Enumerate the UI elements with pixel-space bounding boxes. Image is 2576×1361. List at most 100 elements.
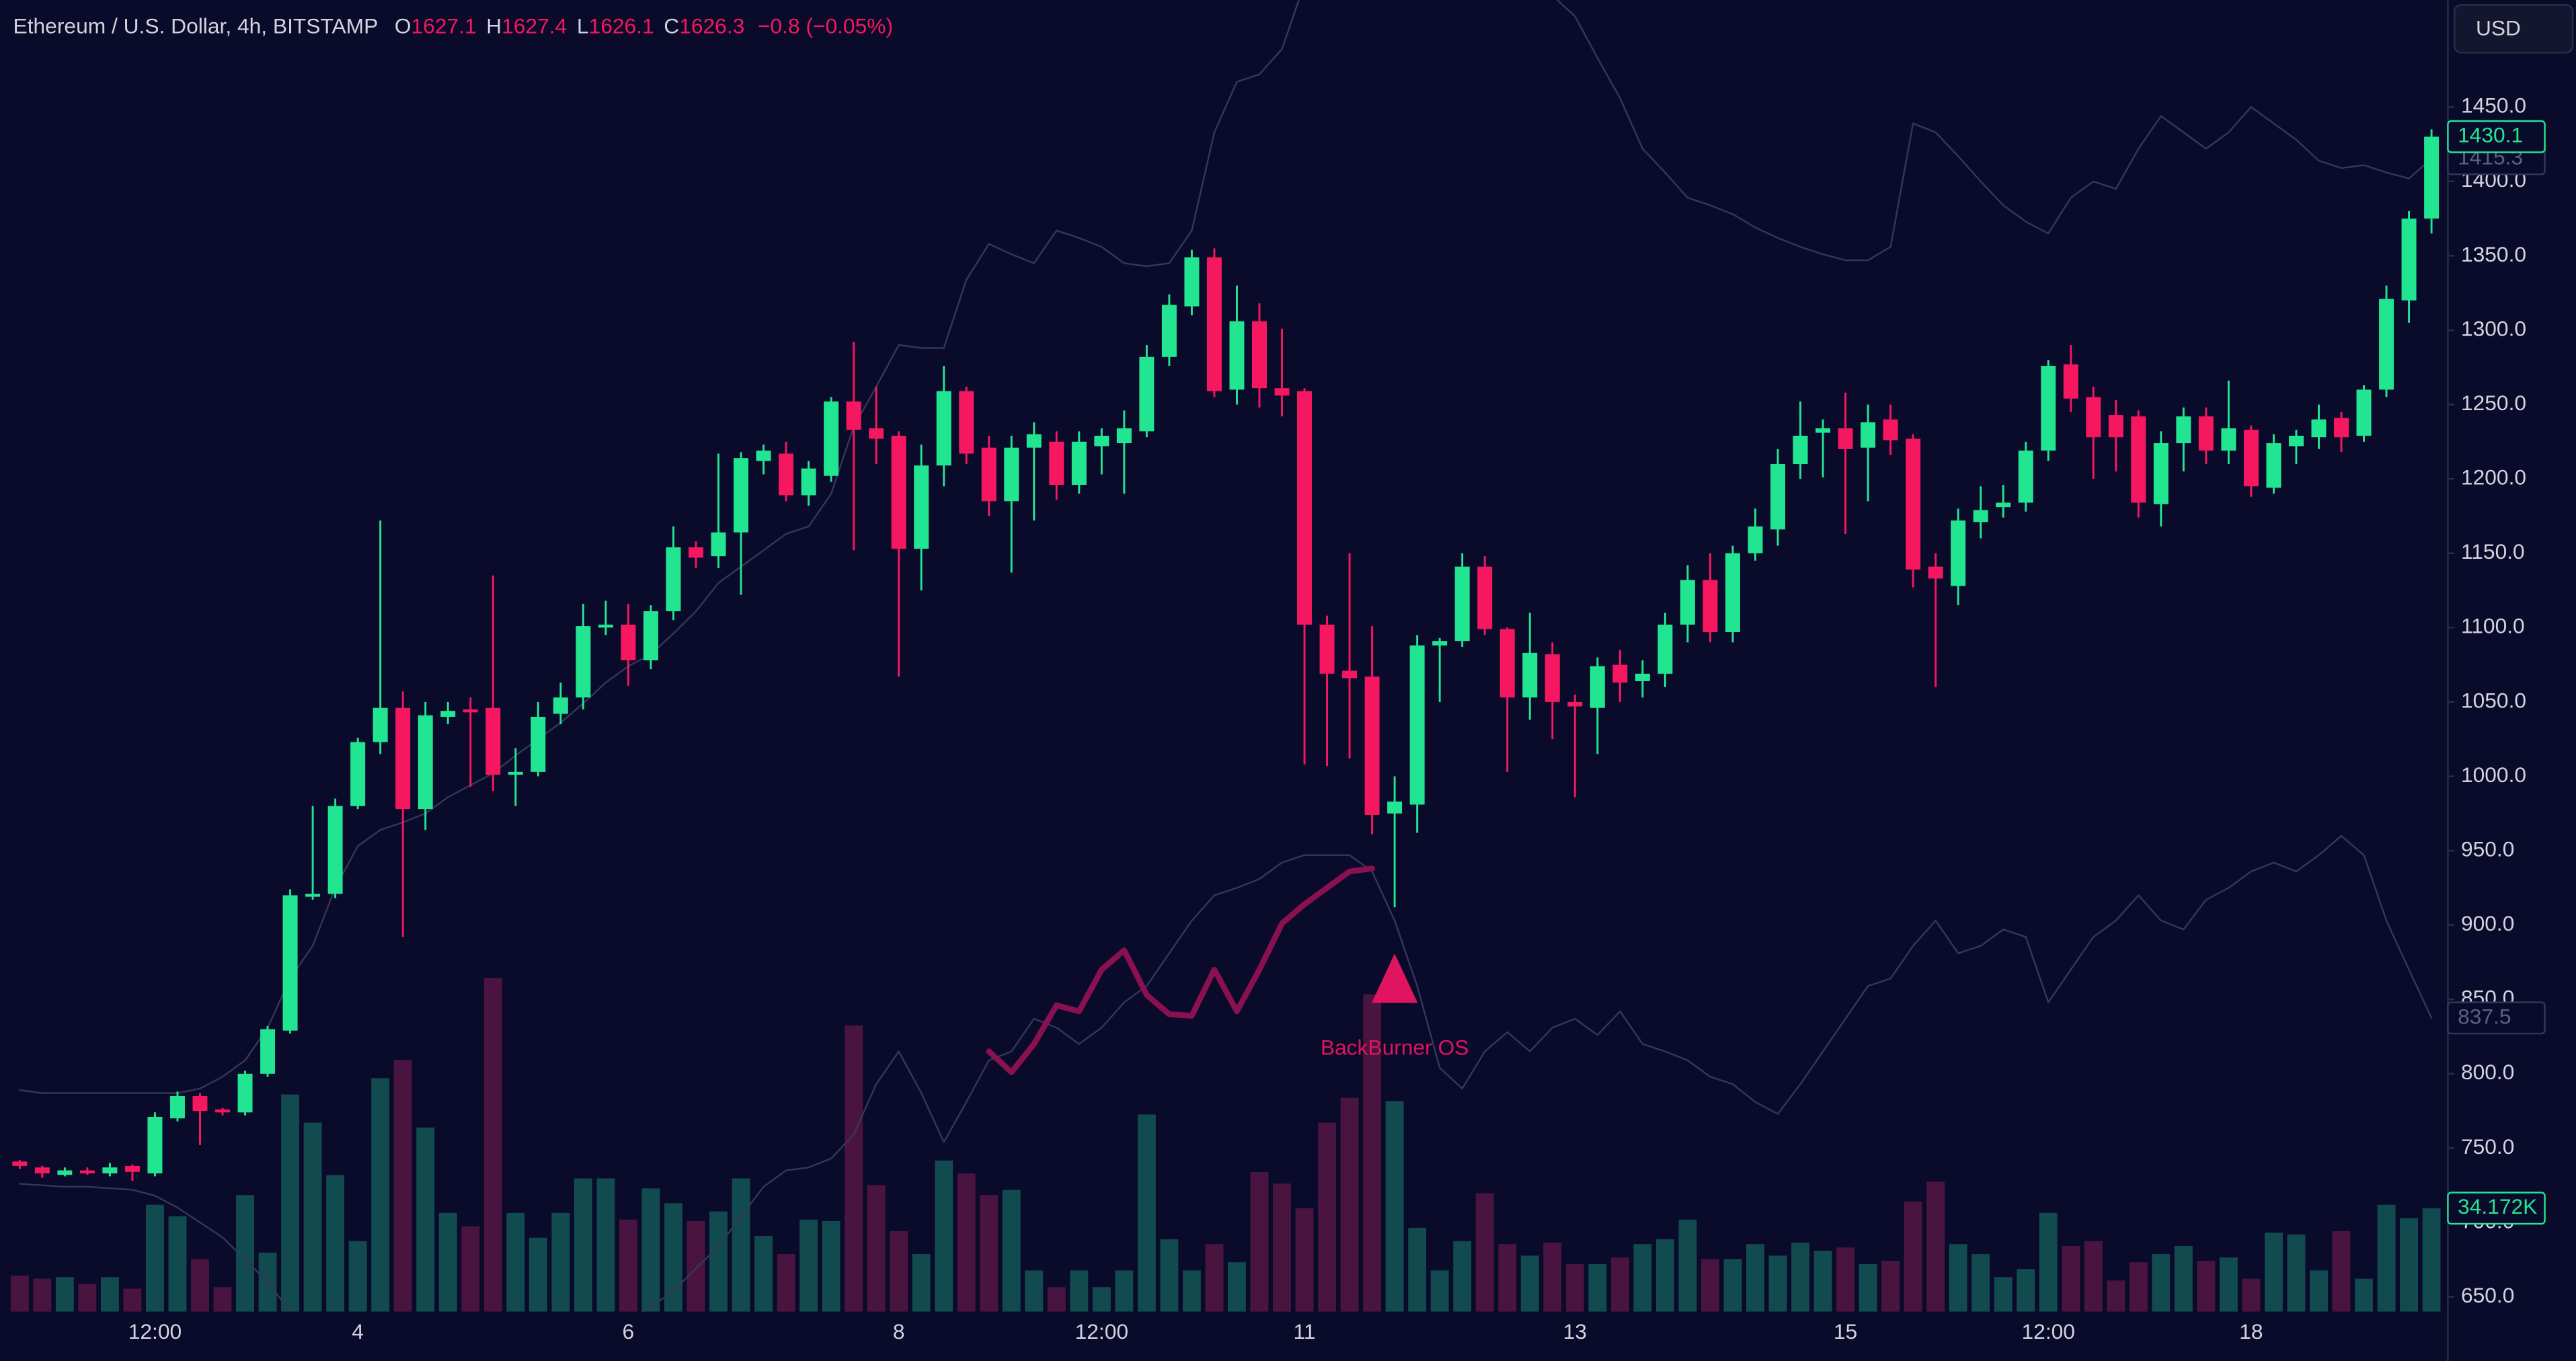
volume-bar — [1610, 1257, 1629, 1312]
volume-bar — [1565, 1263, 1584, 1312]
candle-body — [846, 401, 861, 430]
volume-bar — [709, 1211, 728, 1312]
overlay-last-value-bg — [2447, 1001, 2546, 1035]
volume-bar — [100, 1277, 119, 1312]
candle-body — [2221, 428, 2236, 451]
candle-body — [1725, 553, 1740, 632]
candle-body — [1026, 434, 1042, 448]
volume-bar — [2174, 1245, 2193, 1312]
currency-button[interactable]: USD — [2453, 4, 2574, 54]
volume-bar — [1768, 1255, 1787, 1312]
volume-bar — [1904, 1201, 1922, 1312]
volume-bar — [1881, 1260, 1900, 1312]
volume-bar — [641, 1188, 660, 1312]
volume-bar — [1655, 1239, 1674, 1312]
volume-bar — [10, 1276, 29, 1312]
volume-bar — [1791, 1242, 1809, 1312]
volume-bar — [2422, 1208, 2441, 1312]
candle-body — [598, 624, 613, 628]
candle-body — [395, 707, 411, 810]
y-tick-label: 1200.0 — [2461, 465, 2526, 490]
volume-bar — [1994, 1277, 2013, 1312]
volume-bar — [1453, 1241, 1472, 1312]
candle-body — [1342, 670, 1358, 678]
indicator-line — [986, 865, 1375, 1075]
volume-bar — [78, 1284, 97, 1312]
volume-bar — [348, 1241, 367, 1312]
volume-bar — [1205, 1244, 1224, 1312]
candle-body — [711, 532, 726, 557]
currency-button-bg[interactable] — [2453, 4, 2574, 54]
candle-body — [2424, 137, 2440, 219]
candle-body — [981, 447, 997, 502]
candle-body — [756, 451, 771, 461]
candle-body — [801, 468, 816, 496]
volume-bar — [2355, 1278, 2373, 1312]
volume-bar — [1949, 1244, 1967, 1312]
volume-bar — [912, 1254, 931, 1312]
candle-body — [2153, 443, 2169, 504]
volume-bar — [1498, 1244, 1517, 1312]
indicator-line — [19, 0, 2433, 1094]
volume-bar — [2310, 1270, 2328, 1312]
volume-bar — [687, 1220, 705, 1312]
last-price: 1430.1 — [2458, 123, 2523, 147]
candle-body — [1680, 580, 1695, 625]
candle-body — [2086, 397, 2101, 438]
candle-body — [869, 428, 884, 439]
volume-bar — [2265, 1233, 2283, 1312]
volume-bar — [2219, 1257, 2238, 1312]
candle-body — [1973, 510, 1988, 522]
x-tick-label: 13 — [1563, 1319, 1587, 1344]
volume-bar — [1430, 1270, 1449, 1312]
candle-body — [169, 1095, 185, 1119]
candle-body — [1049, 441, 1064, 485]
candle-body — [1590, 666, 1605, 708]
y-tick-label: 1300.0 — [2461, 316, 2526, 340]
volume-bar — [1340, 1097, 1359, 1312]
volume-bar — [935, 1160, 953, 1312]
candle-body — [260, 1029, 276, 1074]
volume-bar — [2242, 1278, 2261, 1312]
volume-bar — [213, 1287, 232, 1312]
candle-body — [1454, 566, 1470, 641]
volume-bar — [2129, 1262, 2148, 1312]
volume-bar — [2107, 1280, 2125, 1312]
volume-bar — [619, 1219, 637, 1312]
overlay-last-value: 837.5 — [2458, 1004, 2511, 1028]
volume-bar — [1723, 1259, 1742, 1312]
candle-body — [1816, 428, 1831, 433]
volume-bar — [2152, 1254, 2171, 1312]
volume-bar — [371, 1078, 390, 1312]
candle-body — [192, 1095, 208, 1112]
candle-body — [1251, 321, 1267, 389]
candle-body — [824, 401, 839, 476]
volume-bar — [123, 1288, 142, 1312]
currency-label[interactable]: USD — [2476, 15, 2521, 40]
volume-bar — [1182, 1270, 1201, 1312]
candle-body — [1184, 257, 1200, 307]
candle-body — [1229, 321, 1245, 390]
volume-bar — [55, 1277, 74, 1312]
y-tick-label: 950.0 — [2461, 837, 2514, 861]
volume-bar — [2400, 1218, 2419, 1312]
candle-body — [102, 1167, 118, 1173]
indicator-line — [19, 834, 2433, 1312]
last-price-bg — [2447, 120, 2546, 153]
y-tick-label: 1050.0 — [2461, 688, 2526, 712]
volume-bar — [191, 1259, 209, 1312]
candle-body — [2288, 436, 2304, 446]
candle-body — [959, 391, 974, 454]
y-tick-label: 650.0 — [2461, 1283, 2514, 1307]
volume-bar — [2084, 1241, 2103, 1312]
candle-body — [576, 626, 591, 698]
candle-body — [2266, 443, 2281, 488]
y-tick-label: 800.0 — [2461, 1060, 2514, 1084]
candle-body — [1770, 464, 1785, 530]
candle-body — [553, 697, 568, 714]
volume-bar — [393, 1060, 412, 1312]
candle-body — [1206, 257, 1222, 391]
candle-body — [79, 1170, 95, 1173]
volume-bar — [1273, 1183, 1291, 1312]
